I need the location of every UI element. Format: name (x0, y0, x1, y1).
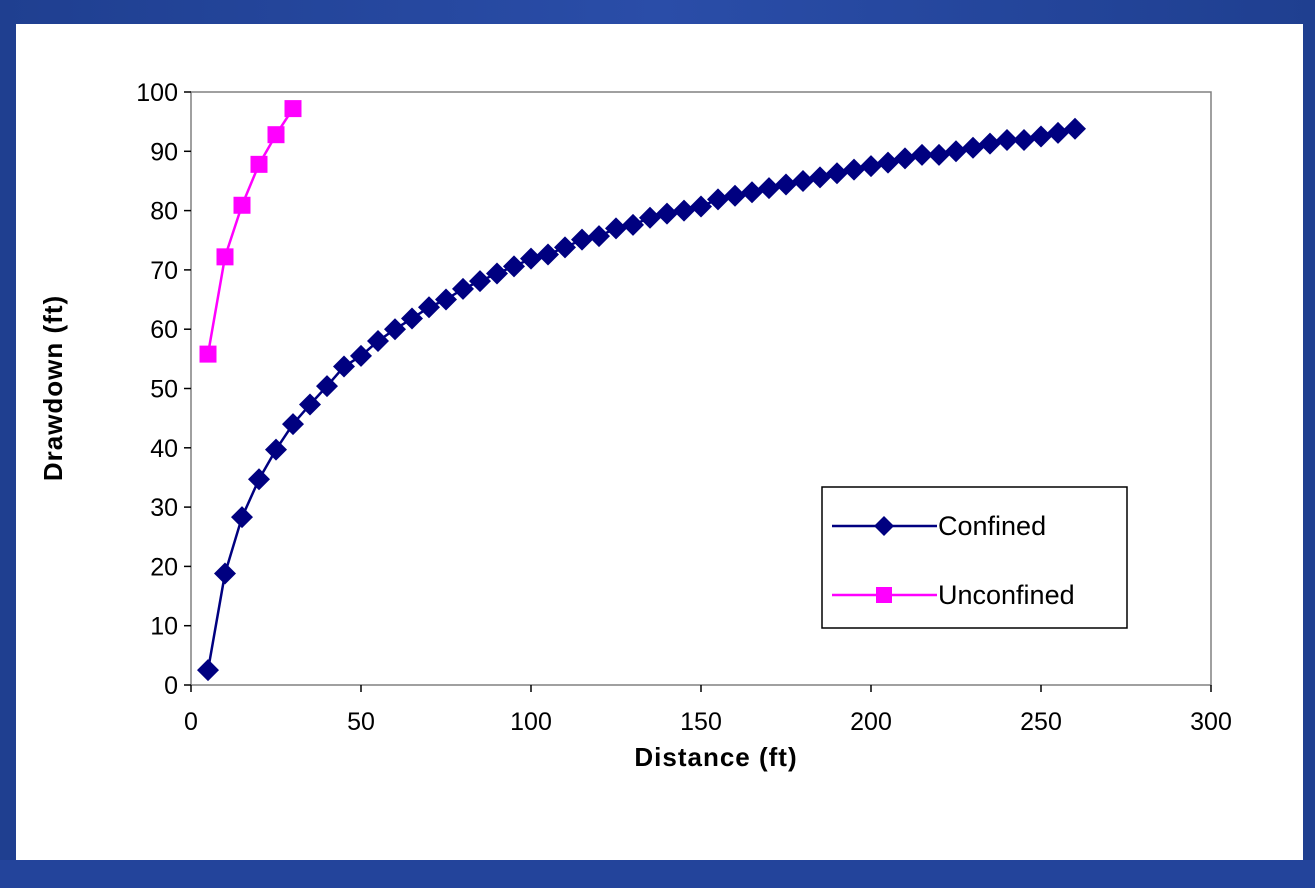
point-confined-0 (197, 659, 219, 682)
point-confined-29 (690, 195, 712, 218)
slide-canvas: 0 10 20 30 40 50 60 70 80 90 100 0 50 100 150 200 250 30… (16, 24, 1303, 860)
y-axis-title: Drawdown (ft) (38, 295, 68, 481)
point-confined-31 (724, 184, 746, 207)
legend: Confined Unconfined (821, 486, 1128, 629)
point-confined-30 (707, 188, 729, 211)
point-confined-35 (792, 169, 814, 192)
point-unconfined-2 (233, 196, 251, 214)
point-confined-46 (979, 132, 1001, 155)
point-confined-10 (367, 330, 389, 353)
point-confined-2 (231, 506, 253, 529)
y-tick-label-80: 80 (150, 198, 178, 226)
point-confined-48 (1013, 129, 1035, 152)
legend-label-unconfined: Unconfined (938, 580, 1075, 610)
point-confined-50 (1047, 121, 1069, 144)
y-tick-label-60: 60 (150, 316, 178, 344)
point-confined-51 (1064, 117, 1086, 140)
point-confined-4 (265, 438, 287, 461)
point-confined-34 (775, 173, 797, 196)
legend-marker-confined (874, 516, 894, 536)
y-tick-label-40: 40 (150, 435, 178, 463)
point-confined-17 (486, 262, 508, 285)
point-unconfined-4 (267, 126, 285, 144)
point-confined-37 (826, 162, 848, 185)
drawdown-chart: 0 10 20 30 40 50 60 70 80 90 100 0 50 100 150 200 250 30… (38, 79, 1232, 772)
point-confined-43 (928, 143, 950, 166)
point-confined-25 (622, 213, 644, 236)
y-tick-label-0: 0 (164, 672, 178, 700)
series-layer (197, 100, 1086, 682)
point-confined-45 (962, 136, 984, 159)
x-tick-label-150: 150 (680, 708, 722, 736)
y-tick-label-70: 70 (150, 257, 178, 285)
slide-frame-bottom (0, 860, 1315, 888)
x-tick-label-0: 0 (184, 708, 198, 736)
legend-marker-unconfined (876, 587, 892, 603)
x-axis: 0 50 100 150 200 250 300 (184, 685, 1232, 736)
y-tick-label-10: 10 (150, 613, 178, 641)
point-confined-13 (418, 296, 440, 319)
point-confined-44 (945, 140, 967, 163)
point-confined-40 (877, 151, 899, 174)
x-tick-label-200: 200 (850, 708, 892, 736)
y-tick-label-90: 90 (150, 138, 178, 166)
point-confined-6 (299, 393, 321, 416)
point-unconfined-0 (199, 345, 217, 363)
point-confined-27 (656, 202, 678, 225)
point-confined-3 (248, 468, 270, 491)
point-confined-32 (741, 181, 763, 204)
point-confined-9 (350, 344, 372, 367)
x-tick-label-100: 100 (510, 708, 552, 736)
point-confined-21 (554, 236, 576, 259)
point-confined-47 (996, 129, 1018, 152)
point-confined-22 (571, 228, 593, 251)
point-confined-12 (401, 307, 423, 330)
point-confined-11 (384, 318, 406, 341)
y-tick-label-50: 50 (150, 376, 178, 404)
point-unconfined-5 (284, 100, 302, 118)
point-confined-36 (809, 166, 831, 189)
point-confined-41 (894, 147, 916, 170)
x-tick-label-300: 300 (1190, 708, 1232, 736)
point-confined-5 (282, 413, 304, 436)
y-tick-label-30: 30 (150, 494, 178, 522)
point-confined-38 (843, 158, 865, 181)
point-confined-23 (588, 225, 610, 248)
legend-box (821, 486, 1128, 629)
point-confined-39 (860, 155, 882, 178)
legend-label-confined: Confined (938, 511, 1046, 541)
point-confined-19 (520, 247, 542, 270)
y-tick-label-100: 100 (136, 79, 178, 107)
x-axis-title: Distance (ft) (634, 742, 797, 772)
point-confined-14 (435, 288, 457, 311)
point-confined-16 (469, 270, 491, 293)
point-unconfined-1 (216, 248, 234, 266)
point-confined-7 (316, 375, 338, 398)
y-axis: 0 10 20 30 40 50 60 70 80 90 100 (136, 79, 191, 700)
point-confined-42 (911, 143, 933, 166)
point-confined-33 (758, 177, 780, 200)
y-tick-label-20: 20 (150, 553, 178, 581)
point-confined-1 (214, 562, 236, 585)
point-confined-24 (605, 217, 627, 240)
point-confined-15 (452, 277, 474, 300)
point-unconfined-3 (250, 155, 268, 173)
point-confined-26 (639, 206, 661, 229)
x-tick-label-50: 50 (347, 708, 375, 736)
point-confined-28 (673, 199, 695, 222)
x-tick-label-250: 250 (1020, 708, 1062, 736)
point-confined-20 (537, 243, 559, 266)
point-confined-49 (1030, 125, 1052, 148)
point-confined-8 (333, 355, 355, 378)
